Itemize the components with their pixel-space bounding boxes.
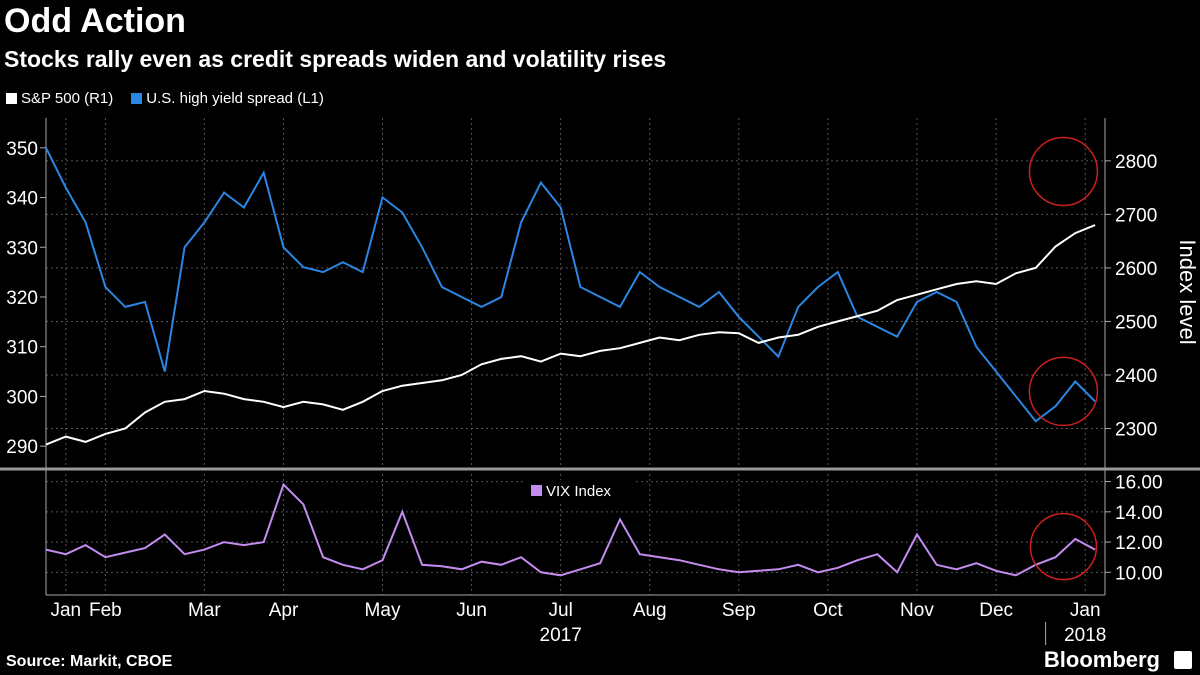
x-tick-label-0: Jan [50, 600, 81, 621]
bloomberg-logo: Bloomberg [1043, 647, 1160, 672]
legend-item-sp500: S&P 500 (R1) [6, 90, 113, 107]
series-line-vix [45, 482, 1096, 577]
vix-legend-label: VIX Index [546, 483, 612, 500]
x-tick-label-2: Mar [188, 600, 221, 621]
x-tick-label-12: Jan [1070, 600, 1101, 621]
x-tick-label-11: Dec [979, 600, 1013, 621]
y-axis-label-right: Index level [1175, 239, 1200, 344]
y-right-tick-label-0: 2300 [1115, 420, 1157, 441]
bloomberg-mark-icon [1174, 651, 1192, 669]
chart-subtitle: Stocks rally even as credit spreads wide… [4, 46, 667, 72]
y-left-tick-label-0: 290 [6, 437, 38, 458]
x-tick-label-3: Apr [269, 600, 299, 621]
x-year-label-0: 2017 [540, 625, 582, 646]
x-tick-label-9: Oct [813, 600, 843, 621]
x-tick-label-1: Feb [89, 600, 122, 621]
y-left-tick-label-4: 330 [6, 238, 38, 259]
x-tick-label-6: Jul [549, 600, 573, 621]
y-right-tick-label-2: 2500 [1115, 312, 1157, 333]
vix-legend-swatch [531, 485, 542, 496]
x-tick-label-4: May [365, 600, 401, 621]
vix-tick-label-3: 16.00 [1115, 473, 1163, 494]
x-tick-label-5: Jun [456, 600, 487, 621]
y-left-tick-label-1: 300 [6, 387, 38, 408]
series-line-sp500 [45, 224, 1096, 446]
legend-swatch-sp500 [6, 93, 17, 104]
series-line-hy-spread [45, 147, 1096, 423]
x-year-label-1: 2018 [1064, 625, 1106, 646]
legend-item-hy: U.S. high yield spread (L1) [131, 90, 324, 107]
legend-swatch-hy [131, 93, 143, 104]
vix-tick-label-1: 12.00 [1115, 533, 1163, 554]
y-right-tick-label-1: 2400 [1115, 366, 1157, 387]
source-note: Source: Markit, CBOE [6, 653, 173, 670]
legend-label-sp500: S&P 500 (R1) [21, 90, 114, 107]
vix-tick-label-0: 10.00 [1115, 563, 1163, 584]
highlight-circle-sp500 [1028, 136, 1099, 207]
top-legend: S&P 500 (R1) U.S. high yield spread (L1) [6, 90, 324, 107]
y-left-tick-label-2: 310 [6, 338, 38, 359]
y-right-tick-label-5: 2800 [1115, 152, 1157, 173]
legend-label-hy: U.S. high yield spread (L1) [146, 90, 324, 107]
vix-tick-label-2: 14.00 [1115, 503, 1163, 524]
y-left-tick-label-6: 350 [6, 139, 38, 160]
y-left-tick-label-3: 320 [6, 288, 38, 309]
y-left-tick-label-5: 340 [6, 189, 38, 210]
x-tick-label-7: Aug [633, 600, 667, 621]
highlight-circle-vix [1029, 512, 1098, 581]
vix-legend-box [526, 480, 636, 502]
x-tick-label-8: Sep [722, 600, 756, 621]
chart-title: Odd Action [4, 2, 186, 40]
y-right-tick-label-3: 2600 [1115, 259, 1157, 280]
x-tick-label-10: Nov [900, 600, 934, 621]
highlight-circle-hy [1028, 356, 1099, 427]
y-right-tick-label-4: 2700 [1115, 205, 1157, 226]
